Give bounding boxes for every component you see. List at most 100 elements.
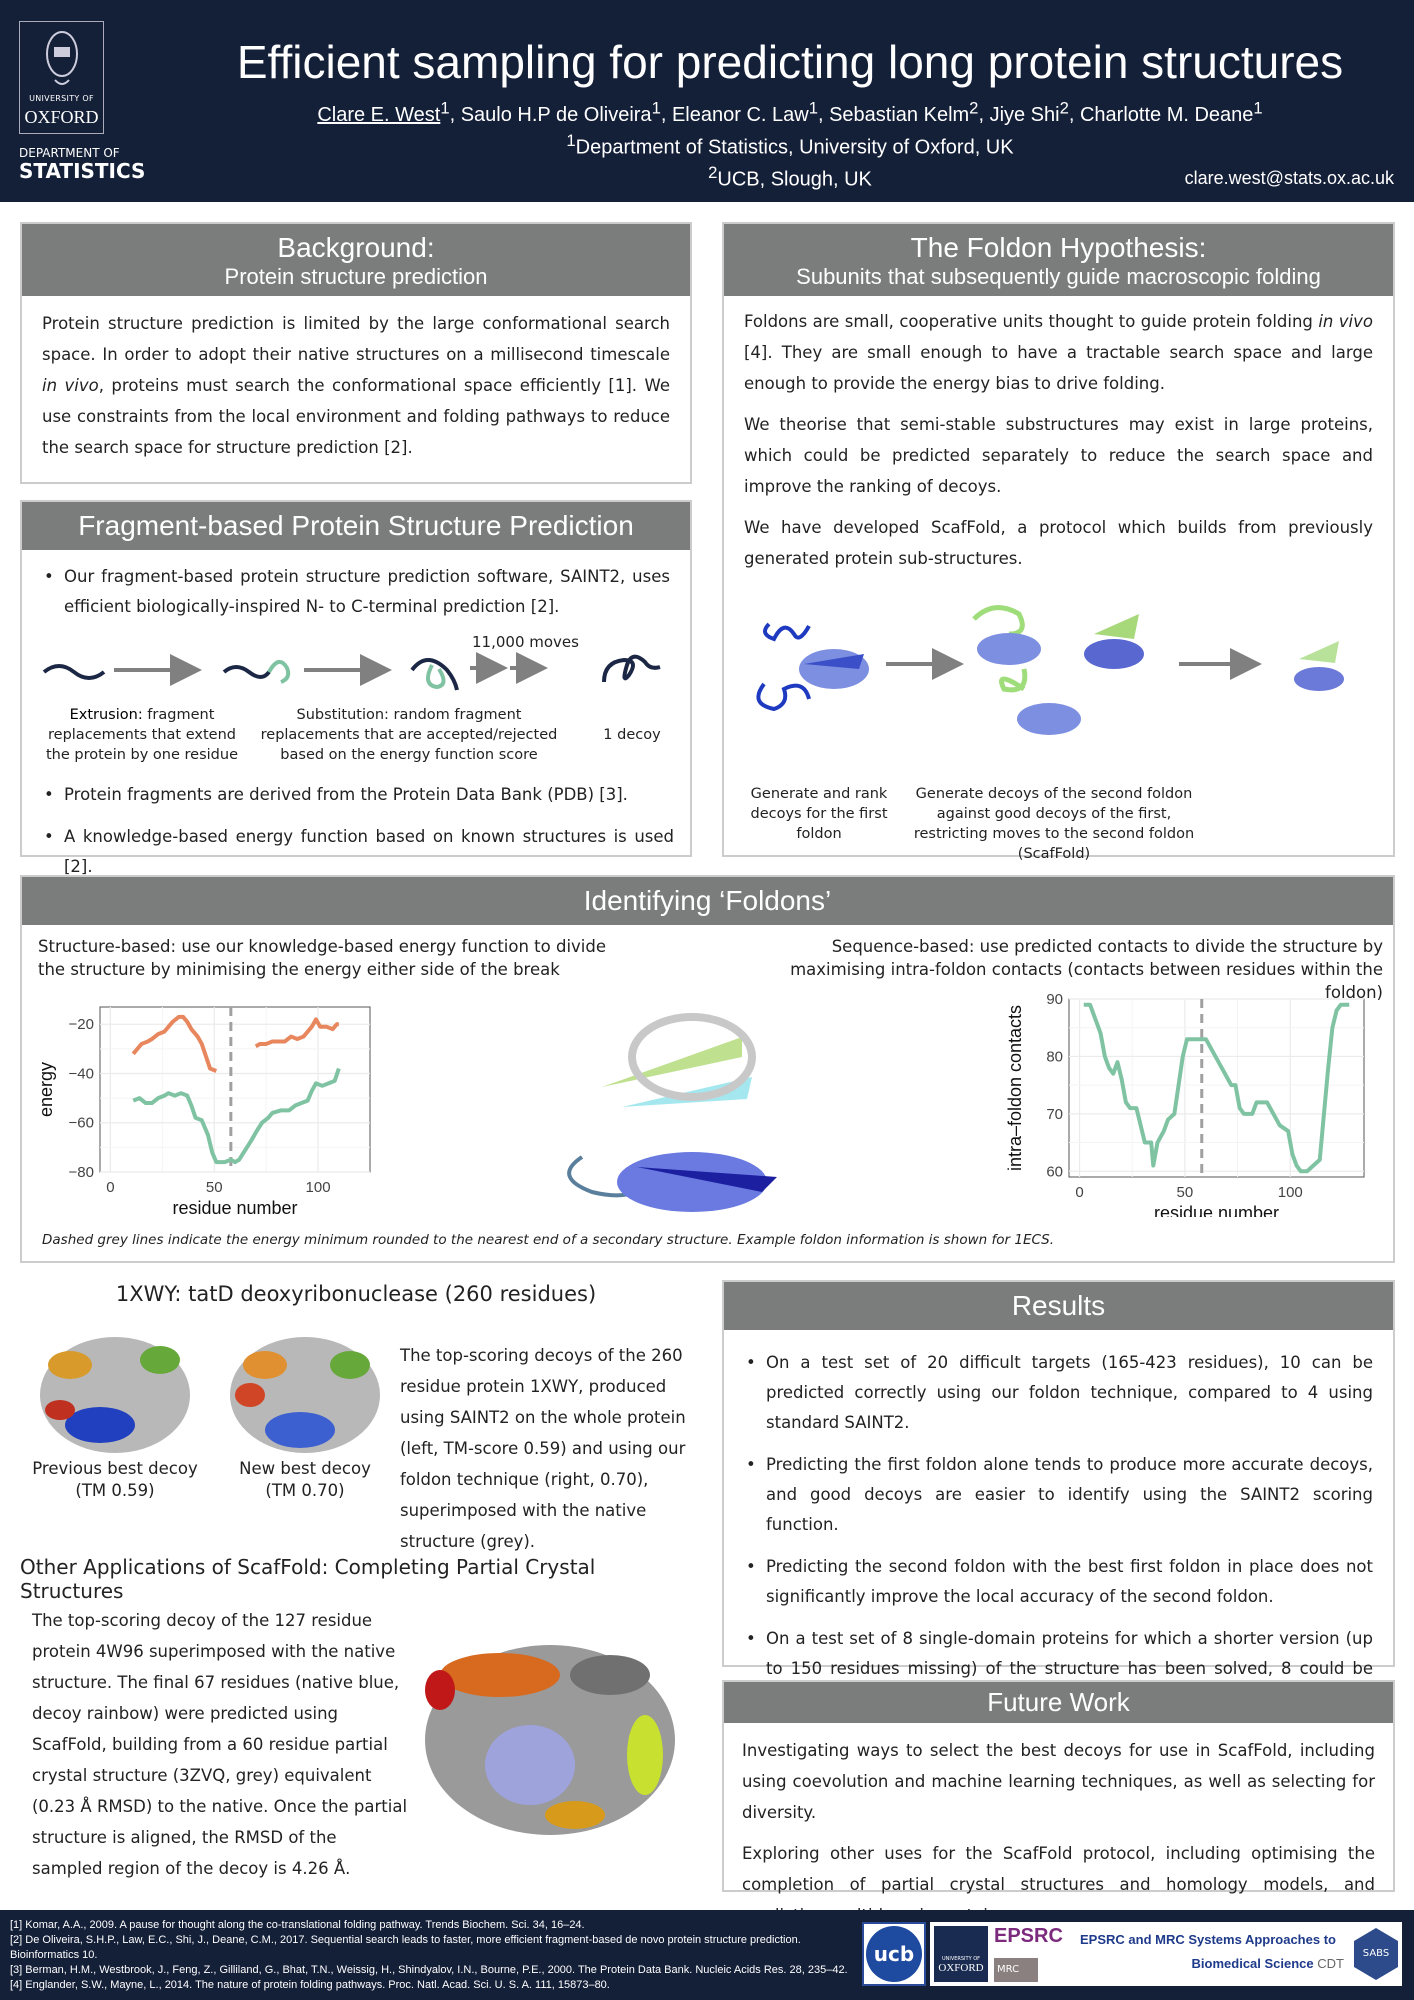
new-decoy-caption: New best decoy (TM 0.70) [239, 1459, 371, 1500]
scaffold-diagram [756, 605, 1344, 735]
fragment-bullets-2: Protein fragments are derived from the P… [42, 780, 674, 894]
other-text: The top-scoring decoy of the 127 residue… [32, 1611, 408, 1878]
cdt-line2: Biomedical Science CDT [1191, 1956, 1344, 1971]
section-subtitle: Protein structure prediction [224, 264, 488, 289]
x-tick-label: 0 [1075, 1184, 1083, 1201]
bullet-item: A knowledge-based energy function based … [42, 822, 674, 882]
y-axis-label: intra–foldon contacts [1007, 1005, 1025, 1171]
y-tick-label: −80 [69, 1164, 94, 1181]
x-axis-label: residue number [1154, 1203, 1279, 1217]
background-text: Protein structure prediction is limited … [42, 314, 670, 457]
sequence-based-text: Sequence-based: use predicted contacts t… [790, 937, 1383, 1002]
section-subtitle: Subunits that subsequently guide macrosc… [796, 264, 1321, 289]
step1-caption: Generate and rank decoys for the first f… [750, 786, 888, 842]
foldon-structure-image [567, 1013, 777, 1212]
fragment-squiggle-1 [42, 664, 106, 680]
poster-footer: [1] Komar, A.A., 2009. A pause for thoug… [0, 1910, 1414, 2000]
oxford-crest-icon [46, 31, 78, 85]
series-line [131, 1014, 218, 1073]
chart-footnote: Dashed grey lines indicate the energy mi… [42, 1232, 1055, 1248]
cdt-line1: EPSRC and MRC Systems Approaches to [1080, 1932, 1336, 1947]
reference-item: [3] Berman, H.M., Westbrook, J., Feng, Z… [10, 1964, 848, 1976]
xwy-section: 1XWY: tatD deoxyribonuclease (260 residu… [20, 1280, 692, 1551]
section-header: Background: Protein structure prediction [22, 224, 690, 296]
ucb-logo: ucb [862, 1922, 926, 1986]
reference-item: [4] Englander, S.W., Mayne, L., 2014. Th… [10, 1979, 610, 1991]
step2-caption: Generate decoys of the second foldon aga… [913, 786, 1195, 862]
fragment-squiggle-2 [267, 660, 291, 684]
results-section: Results On a test set of 20 difficult ta… [722, 1280, 1395, 1738]
section-title: Identifying ‘Foldons’ [22, 877, 1393, 925]
xwy-text: The top-scoring decoys of the 260 residu… [400, 1346, 686, 1551]
result-item: On a test set of 20 difficult targets (1… [744, 1348, 1373, 1438]
4w96-structure-image [425, 1645, 675, 1835]
poster-header: UNIVERSITY OF OXFORD DEPARTMENT OF STATI… [0, 0, 1414, 202]
structure-based-text: Structure-based: use our knowledge-based… [38, 937, 607, 979]
contacts-chart: 0 50 100 60 70 80 90 residue number intra–foldon… [1007, 991, 1365, 1217]
author: Saulo H.P de Oliveira1 [460, 98, 661, 126]
series-line [1083, 1002, 1350, 1174]
contact-email[interactable]: clare.west@stats.ox.ac.uk [1184, 168, 1394, 188]
mrc-logo: MRC [994, 1958, 1038, 1982]
substitution-caption: Substitution: random fragment replacemen… [260, 707, 558, 763]
section-title: 1XWY: tatD deoxyribonuclease (260 residu… [115, 1282, 597, 1306]
previous-decoy-image [40, 1337, 190, 1453]
affiliation-1: 1Department of Statistics, University of… [566, 130, 1014, 159]
bullet-item: Our fragment-based protein structure pre… [42, 562, 670, 622]
logo-department-of: DEPARTMENT OF [19, 146, 120, 160]
moves-label: 11,000 moves [472, 633, 579, 651]
future-work-section: Future Work Investigating ways to select… [722, 1680, 1395, 1925]
section-title: Background: [277, 232, 435, 263]
series-line [132, 1067, 341, 1165]
author: Eleanor C. Law1 [671, 98, 818, 126]
x-tick-label: 100 [1278, 1184, 1303, 1201]
protein-structure-image [799, 649, 869, 689]
x-tick-label: 50 [206, 1179, 223, 1196]
logo-university-of: UNIVERSITY OF [29, 94, 94, 103]
identifying-foldons-section: Identifying ‘Foldons’ Structure-based: u… [20, 875, 1395, 1263]
y-tick-label: −20 [69, 1016, 94, 1033]
section-title: Fragment-based Protein Structure Predict… [22, 502, 690, 550]
decoy-caption: 1 decoy [603, 727, 661, 743]
x-tick-label: 100 [306, 1179, 331, 1196]
poster-title: Efficient sampling for predicting long p… [236, 36, 1344, 88]
x-axis-label: residue number [172, 1198, 297, 1218]
author: Jiye Shi2 [989, 98, 1069, 126]
y-axis-label: energy [36, 1062, 56, 1117]
y-tick-label: 70 [1046, 1106, 1063, 1123]
future-text: Investigating ways to select the best de… [742, 1741, 1375, 1925]
author: Sebastian Kelm2 [829, 98, 979, 126]
extrusion-caption: Extrusion: fragment replacements that ex… [45, 707, 238, 763]
series-line [254, 1017, 339, 1049]
fragment-bullets: Our fragment-based protein structure pre… [22, 550, 690, 622]
reference-item: [2] De Oliveira, S.H.P., Law, E.C., Shi,… [10, 1934, 801, 1961]
epsrc-logo: EPSRC [994, 1925, 1063, 1947]
result-item: Predicting the second foldon with the be… [744, 1552, 1373, 1612]
section-header: The Foldon Hypothesis: Subunits that sub… [724, 224, 1393, 296]
sponsor-logos: ucb UNIVERSITY OF OXFORD EPSRC MRC EPSRC … [862, 1922, 1402, 1986]
section-title: Other Applications of ScafFold: Completi… [20, 1555, 596, 1603]
bullet-item: Protein fragments are derived from the P… [42, 780, 674, 810]
y-tick-label: −40 [69, 1065, 94, 1082]
y-tick-label: 80 [1046, 1048, 1063, 1065]
authors: Clare E. West1, Saulo H.P de Oliveira1, … [180, 95, 1400, 193]
foldon-hypothesis-section: The Foldon Hypothesis: Subunits that sub… [722, 222, 1395, 862]
fragment-squiggle-3 [426, 664, 446, 690]
foldon-text: Foldons are small, cooperative units tho… [744, 312, 1373, 568]
plot-area [1068, 998, 1365, 1178]
author: Clare E. West1 [317, 98, 450, 126]
references: [1] Komar, A.A., 2009. A pause for thoug… [10, 1918, 850, 1993]
section-title: Future Work [724, 1682, 1393, 1723]
author: Charlotte M. Deane1 [1079, 98, 1263, 126]
decoy-squiggle [602, 654, 661, 683]
department-logo: DEPARTMENT OF STATISTICS [19, 146, 159, 182]
x-tick-label: 50 [1177, 1184, 1194, 1201]
energy-chart: 0 50 100 −80 −60 −40 −20 residue number energy [36, 1006, 371, 1218]
y-tick-label: 60 [1046, 1163, 1063, 1180]
new-decoy-image [230, 1337, 380, 1453]
oxford-footer-logo: UNIVERSITY OF OXFORD [934, 1926, 988, 1982]
other-applications-section: Other Applications of ScafFold: Completi… [20, 1555, 692, 1895]
result-item: Predicting the first foldon alone tends … [744, 1450, 1373, 1540]
section-title: The Foldon Hypothesis: [910, 232, 1207, 263]
section-title: Results [724, 1282, 1393, 1330]
